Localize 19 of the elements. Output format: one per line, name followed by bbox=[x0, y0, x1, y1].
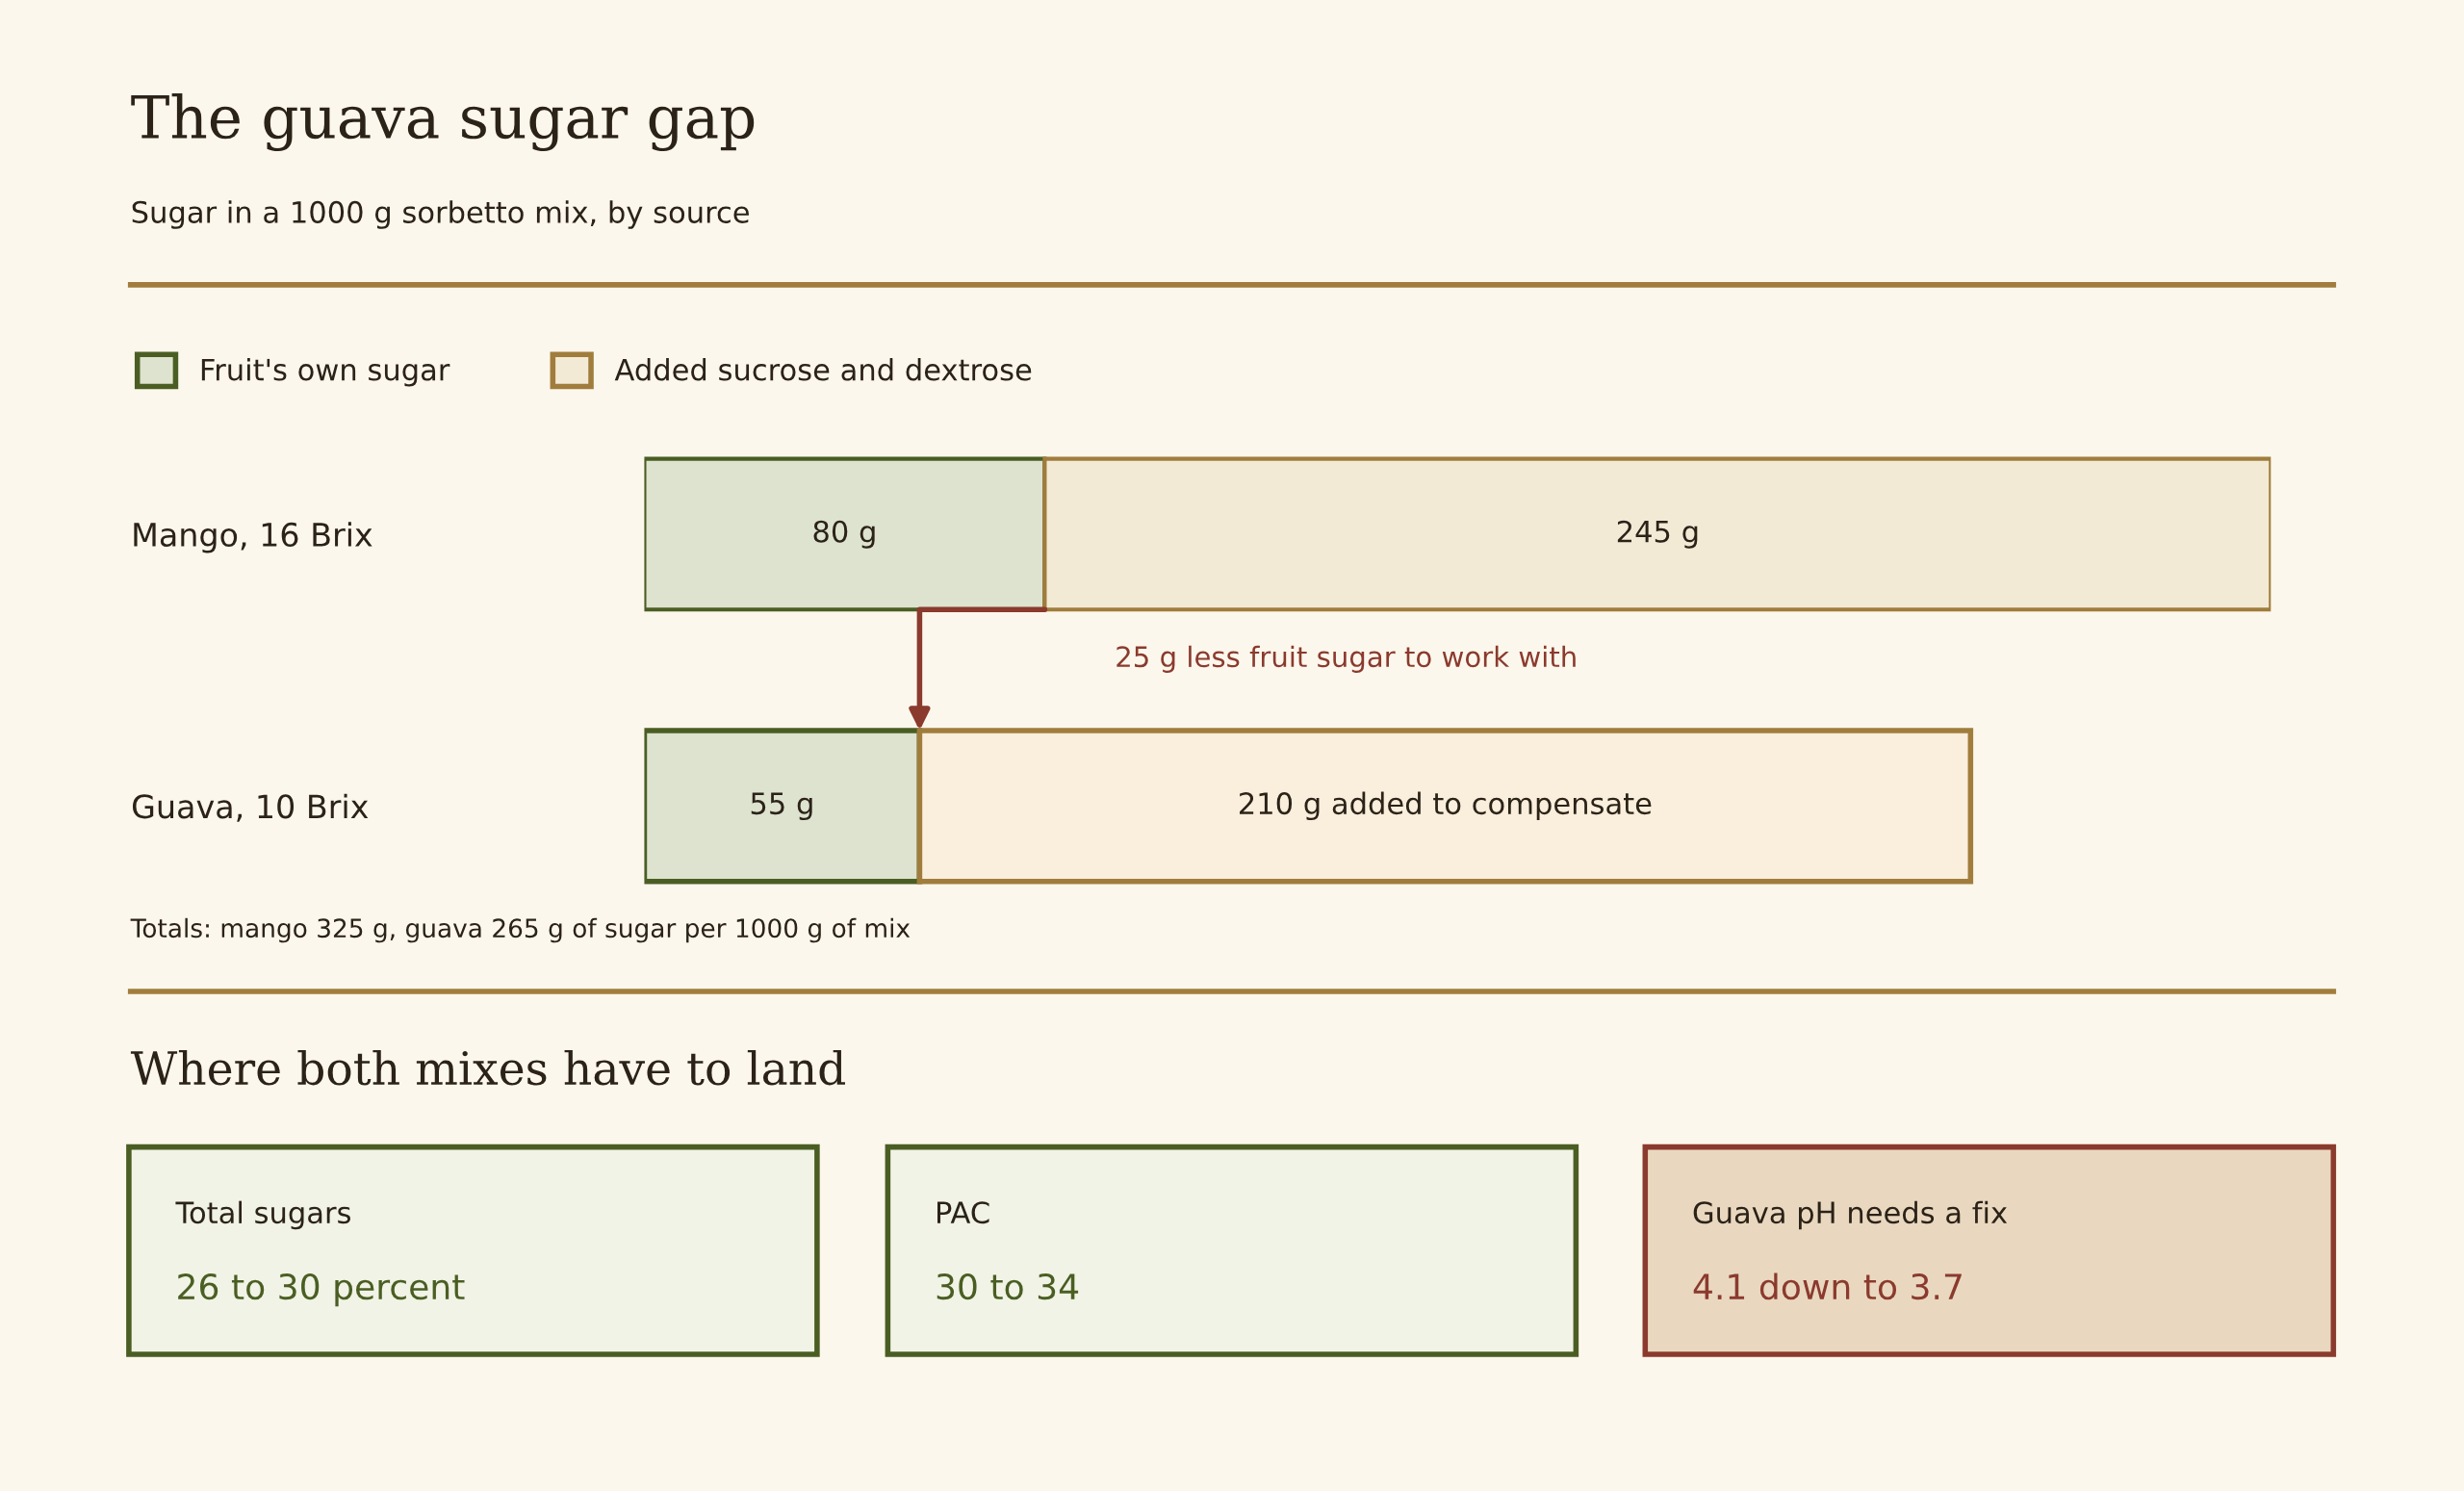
text: Guava pH needs a fix bbox=[1693, 1200, 2008, 1230]
text: 30 to 34 bbox=[937, 1273, 1079, 1300]
y-tick-label: Mango, 16 Brix bbox=[134, 522, 372, 553]
annotation: Totals: mango 325 g, guava 265 g of sugar per 1000 g of mix bbox=[130, 917, 911, 943]
legend-label: Fruit's own sugar bbox=[201, 357, 450, 387]
text: 4.1 down to 3.7 bbox=[1693, 1272, 1962, 1300]
data-label: 80 g bbox=[813, 520, 875, 549]
chart-subtitle: Sugar in a 1000 g sorbetto mix, by source bbox=[132, 200, 749, 229]
text: PAC bbox=[937, 1201, 989, 1224]
y-tick-label: Guava, 10 Brix bbox=[132, 793, 369, 822]
data-label: 55 g bbox=[751, 792, 812, 821]
chart-title: The guava sugar gap bbox=[131, 93, 755, 152]
legend-label: Added sucrose and dextrose bbox=[614, 357, 1032, 381]
text: Total sugars bbox=[175, 1200, 350, 1230]
data-label: 245 g bbox=[1617, 520, 1698, 549]
text: Where both mixes have to land bbox=[130, 1049, 845, 1086]
data-label: 210 g added to compensate bbox=[1240, 791, 1652, 821]
annotation: 25 g less fruit sugar to work with bbox=[1116, 645, 1576, 673]
text: 26 to 30 percent bbox=[178, 1273, 465, 1307]
